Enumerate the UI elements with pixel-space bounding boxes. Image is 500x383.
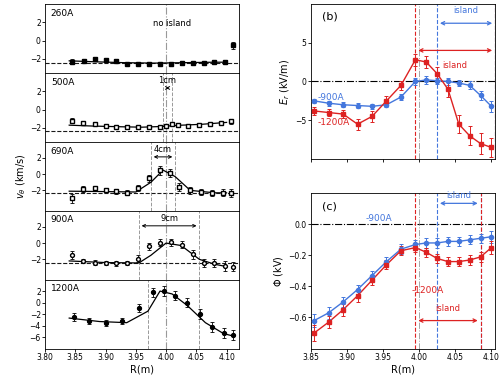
Text: 1cm: 1cm bbox=[158, 76, 176, 85]
Text: island: island bbox=[454, 7, 478, 15]
Text: 260A: 260A bbox=[51, 9, 74, 18]
Text: 500A: 500A bbox=[51, 78, 74, 87]
X-axis label: R(m): R(m) bbox=[391, 365, 415, 375]
Text: 4cm: 4cm bbox=[154, 145, 172, 154]
Y-axis label: $E_r$ (kV/m): $E_r$ (kV/m) bbox=[278, 58, 292, 105]
Text: 690A: 690A bbox=[51, 147, 74, 155]
Text: 900A: 900A bbox=[51, 216, 74, 224]
Text: no island: no island bbox=[154, 19, 192, 28]
Text: 1200A: 1200A bbox=[51, 285, 80, 293]
Text: island: island bbox=[442, 61, 468, 70]
Y-axis label: $\Phi$ (kV): $\Phi$ (kV) bbox=[272, 255, 285, 287]
Text: 9cm: 9cm bbox=[160, 214, 178, 223]
Text: (a): (a) bbox=[10, 0, 28, 2]
Text: island: island bbox=[436, 304, 460, 313]
Text: -900A: -900A bbox=[366, 214, 392, 223]
X-axis label: R(m): R(m) bbox=[130, 365, 154, 375]
Text: (b): (b) bbox=[322, 11, 338, 21]
Text: island: island bbox=[446, 191, 471, 200]
Y-axis label: $v_{\theta}$ (km/s): $v_{\theta}$ (km/s) bbox=[14, 153, 28, 199]
Text: -900A: -900A bbox=[318, 93, 344, 102]
Text: (c): (c) bbox=[322, 201, 336, 211]
Text: -1200A: -1200A bbox=[412, 286, 444, 295]
Text: -1200A: -1200A bbox=[318, 118, 350, 127]
